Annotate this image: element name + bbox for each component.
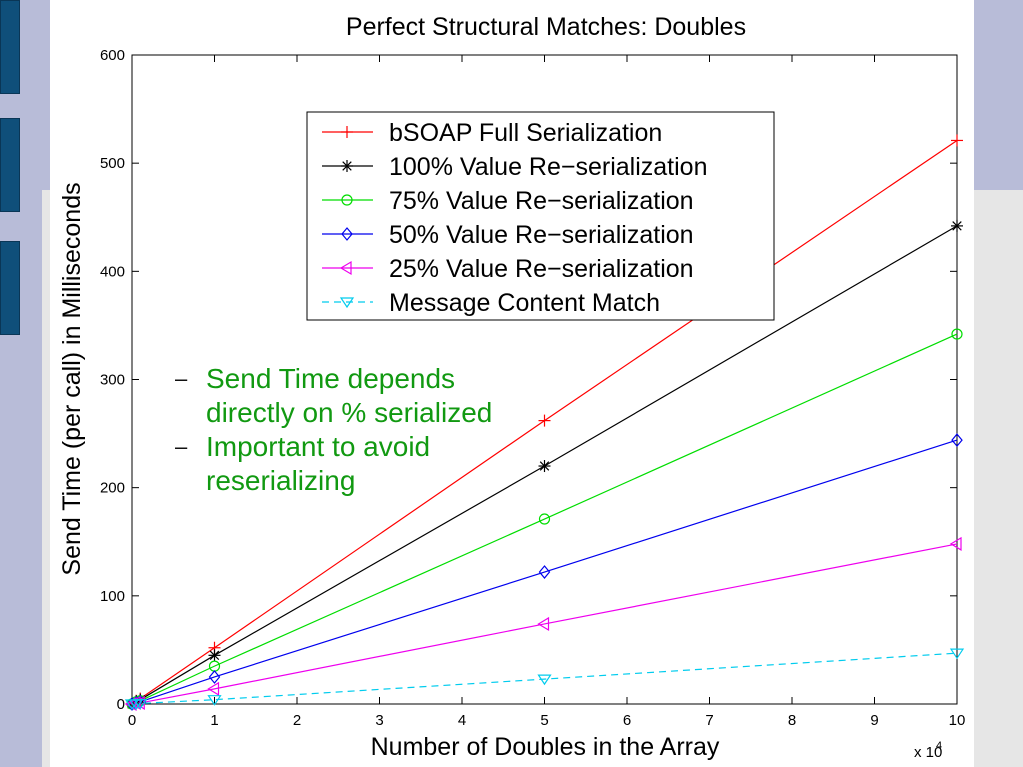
x-tick-label: 10 <box>949 712 966 729</box>
x-tick-label: 1 <box>210 712 218 729</box>
y-tick-label: 100 <box>100 588 125 605</box>
data-point <box>949 648 965 660</box>
series-line-4 <box>131 543 958 705</box>
y-tick-label: 600 <box>100 47 125 64</box>
data-point <box>538 565 551 579</box>
x-tick-label: 0 <box>128 712 136 729</box>
x-tick-label: 9 <box>870 712 878 729</box>
legend-entry: Message Content Match <box>389 289 660 317</box>
x-axis-label: Number of Doubles in the Array <box>371 733 720 761</box>
data-point <box>208 649 221 662</box>
legend-marker <box>339 260 352 276</box>
legend-box <box>306 111 775 321</box>
series-markers <box>124 134 965 712</box>
x-tick-label: 3 <box>375 712 383 729</box>
data-point <box>208 670 221 684</box>
y-tick-label: 400 <box>100 263 125 280</box>
legend-marker <box>339 297 355 309</box>
note-text: Important to avoid reserializing <box>206 431 431 496</box>
y-axis-label: Send Time (per call) in Milliseconds <box>58 182 86 575</box>
x-tick-label: 4 <box>458 712 466 729</box>
legend-entry: 75% Value Re−serialization <box>389 187 694 215</box>
data-point <box>538 513 551 525</box>
note-item-2: – Important to avoid reserializing <box>175 430 535 498</box>
legend-marker <box>341 160 353 172</box>
x-tick-label: 8 <box>788 712 796 729</box>
legend-marker <box>341 227 353 241</box>
data-point <box>951 219 963 232</box>
decorative-block-2 <box>0 118 20 212</box>
legend-entry: 50% Value Re−serialization <box>389 221 694 249</box>
legend-entry: bSOAP Full Serialization <box>389 119 662 147</box>
decorative-block-1 <box>0 0 20 94</box>
note-item-1: – Send Time depends directly on % serial… <box>175 362 535 430</box>
data-point <box>538 414 551 427</box>
x-exponent-label: x 10 <box>914 744 942 761</box>
data-point <box>537 616 550 632</box>
y-tick-label: 300 <box>100 372 125 389</box>
data-point <box>949 536 962 551</box>
y-tick-label: 0 <box>117 696 125 713</box>
y-tick-label: 500 <box>100 155 125 172</box>
legend-marker <box>341 194 353 206</box>
note-text: Send Time depends directly on % serializ… <box>206 363 493 428</box>
x-tick-label: 7 <box>705 712 713 729</box>
data-point <box>133 698 148 710</box>
decorative-block-3 <box>0 241 20 335</box>
data-point <box>951 328 963 340</box>
note-dash: – <box>175 366 188 391</box>
y-tick-label: 200 <box>100 480 125 497</box>
data-point <box>951 433 963 448</box>
data-point <box>538 460 551 473</box>
legend-marker <box>341 126 353 138</box>
data-point <box>207 681 220 696</box>
chart-title: Perfect Structural Matches: Doubles <box>346 13 746 41</box>
x-exponent-superscript: 4 <box>936 740 942 752</box>
data-point <box>951 134 963 147</box>
x-tick-label: 5 <box>540 712 548 729</box>
legend-entry: 25% Value Re−serialization <box>389 255 694 283</box>
legend: bSOAP Full Serialization 100% Value Re−se… <box>306 111 775 321</box>
data-point <box>537 674 552 686</box>
x-tick-label: 2 <box>293 712 301 729</box>
legend-entry: 100% Value Re−serialization <box>389 153 707 181</box>
note-dash: – <box>175 434 188 459</box>
series-line-5 <box>132 652 958 705</box>
x-tick-label: 6 <box>623 712 631 729</box>
data-point <box>207 695 222 706</box>
